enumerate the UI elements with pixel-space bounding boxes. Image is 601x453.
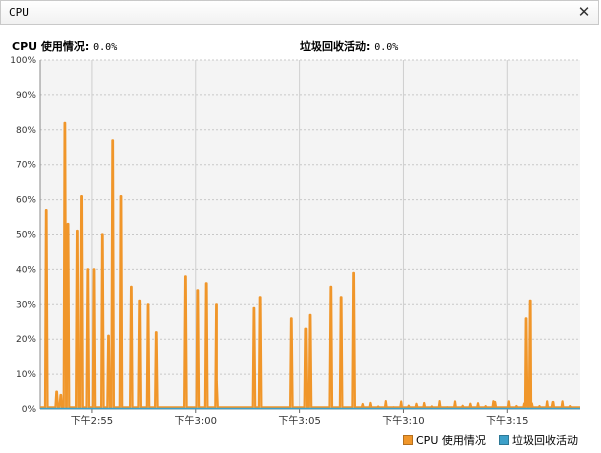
x-tick-label: 下午3:10 — [382, 414, 424, 427]
y-tick-label: 0% — [22, 405, 37, 415]
legend-swatch-cpu — [403, 435, 413, 445]
y-tick-label: 90% — [16, 91, 36, 101]
cpu-usage-line — [40, 121, 580, 409]
y-tick-label: 10% — [16, 370, 36, 380]
legend-label-gc: 垃圾回收活动 — [512, 434, 578, 447]
gc-activity-value: 0.0% — [374, 42, 399, 53]
title-bar: CPU ✕ — [0, 0, 599, 25]
cpu-usage-value: 0.0% — [93, 42, 118, 53]
y-tick-label: 80% — [16, 126, 36, 136]
x-tick-label: 下午3:15 — [486, 414, 528, 427]
legend-item-gc: 垃圾回收活动 — [499, 432, 578, 448]
y-tick-label: 60% — [16, 196, 36, 206]
y-tick-label: 30% — [16, 300, 36, 310]
legend-swatch-gc — [499, 435, 509, 445]
window-title: CPU — [9, 6, 29, 19]
legend-label-cpu: CPU 使用情况 — [416, 434, 486, 447]
gc-activity-stat: 垃圾回收活动: 0.0% — [300, 38, 398, 54]
y-tick-label: 100% — [10, 56, 36, 66]
y-tick-label: 50% — [16, 231, 36, 241]
cpu-usage-stat: CPU 使用情况: 0.0% — [12, 38, 117, 54]
x-tick-label: 下午2:55 — [71, 414, 113, 427]
x-tick-label: 下午3:05 — [278, 414, 320, 427]
y-tick-label: 20% — [16, 335, 36, 345]
close-icon[interactable]: ✕ — [577, 3, 591, 21]
y-tick-label: 70% — [16, 161, 36, 171]
x-tick-label: 下午3:00 — [175, 414, 217, 427]
cpu-usage-label: CPU 使用情况: — [12, 40, 90, 53]
y-tick-label: 40% — [16, 265, 36, 275]
gc-activity-label: 垃圾回收活动: — [300, 40, 371, 53]
legend-item-cpu: CPU 使用情况 — [403, 432, 486, 448]
